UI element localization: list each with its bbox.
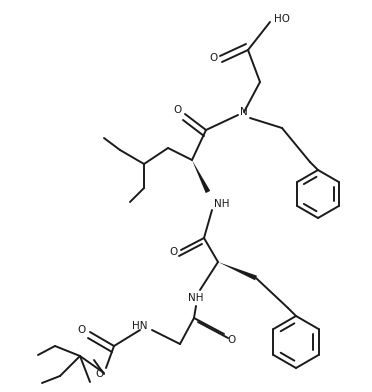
Text: O: O (169, 247, 177, 257)
Text: O: O (78, 325, 86, 335)
Text: O: O (209, 53, 217, 63)
Text: O: O (227, 335, 235, 345)
Text: HN: HN (132, 321, 148, 331)
Polygon shape (218, 262, 257, 280)
Polygon shape (192, 160, 210, 193)
Text: O: O (96, 369, 104, 379)
Text: O: O (174, 105, 182, 115)
Text: N: N (240, 107, 248, 117)
Text: NH: NH (214, 199, 230, 209)
Text: NH: NH (188, 293, 204, 303)
Text: HO: HO (274, 14, 290, 24)
